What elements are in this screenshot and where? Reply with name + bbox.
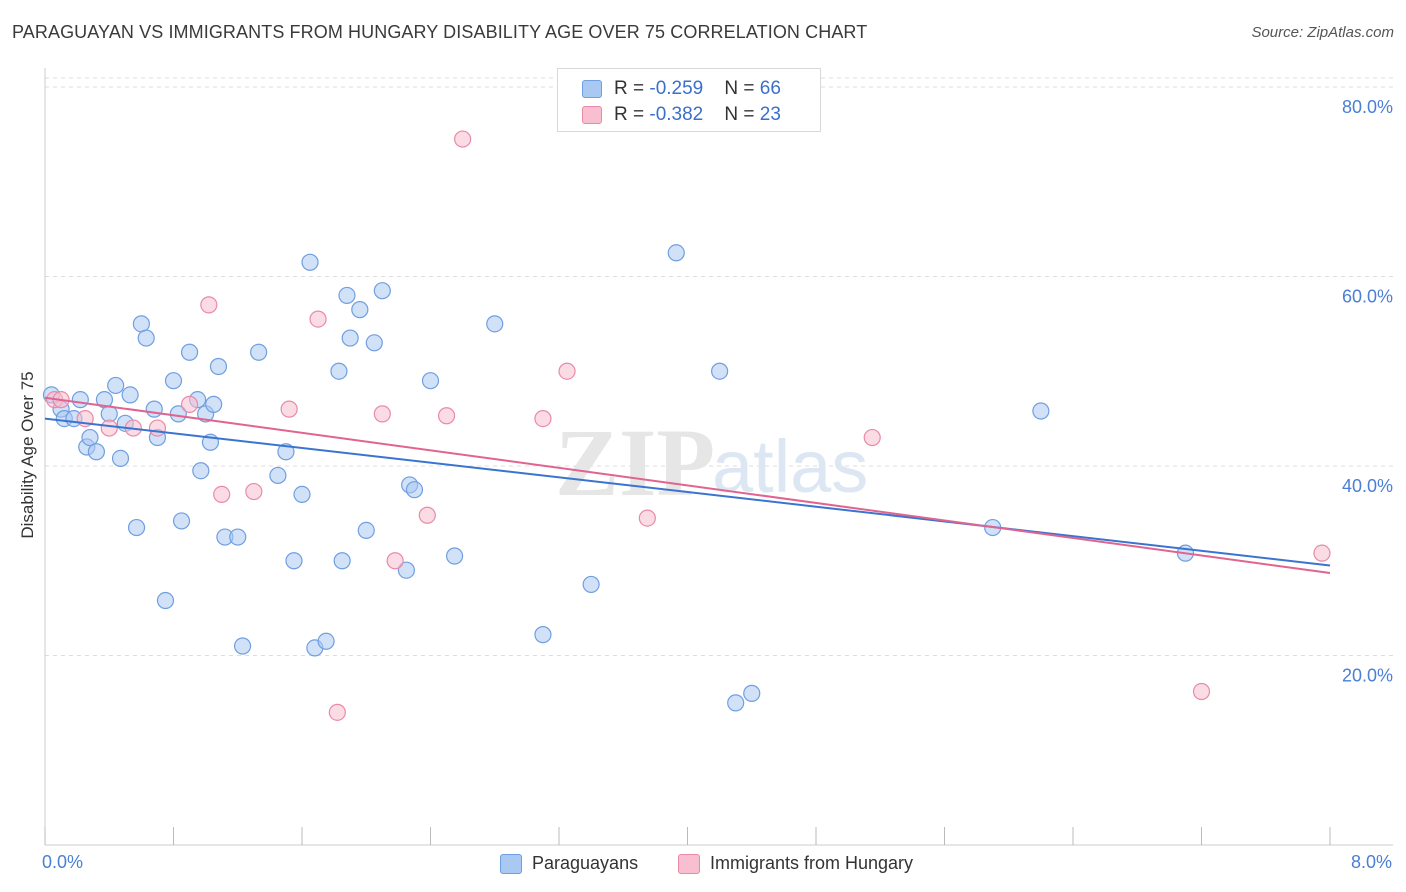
data-point: [1032, 402, 1050, 420]
data-point: [328, 703, 346, 721]
y-axis-label: Disability Age Over 75: [18, 371, 37, 539]
y-tick-label: 40.0%: [1342, 476, 1393, 496]
data-point: [280, 400, 298, 418]
stats-r-label: R =: [614, 104, 650, 125]
legend-swatch-immigrants-from-hungary: [678, 854, 700, 874]
data-point: [309, 310, 327, 328]
y-tick-labels: 20.0% 40.0% 60.0% 80.0%: [1342, 97, 1393, 686]
data-point: [727, 694, 745, 712]
data-point: [351, 301, 369, 319]
data-point: [711, 362, 729, 380]
data-point: [156, 591, 175, 610]
data-point: [164, 372, 183, 390]
watermark-atlas: atlas: [712, 425, 868, 508]
trend-line: [44, 396, 1331, 575]
stats-r-value: -0.382: [649, 104, 704, 125]
data-point: [386, 552, 404, 570]
watermark-zip: ZIP: [555, 409, 715, 516]
data-point: [445, 547, 464, 565]
data-point: [172, 512, 191, 530]
legend-label-immigrants-from-hungary: Immigrants from Hungary: [710, 853, 914, 873]
data-point: [558, 362, 576, 380]
data-point: [667, 244, 685, 262]
data-point: [418, 506, 436, 524]
data-point: [421, 372, 440, 390]
trend-line: [44, 417, 1331, 567]
data-point: [229, 528, 247, 546]
chart-title: PARAGUAYAN VS IMMIGRANTS FROM HUNGARY DI…: [12, 22, 868, 42]
data-point: [200, 296, 218, 314]
data-point: [863, 428, 881, 447]
legend-swatch-paraguayans: [500, 854, 522, 874]
y-tick-label: 80.0%: [1342, 97, 1393, 117]
data-point: [1192, 682, 1211, 701]
stats-n-label: N =: [724, 78, 760, 99]
axes: [44, 68, 1393, 846]
data-point: [145, 400, 163, 418]
data-point: [137, 329, 155, 347]
data-point: [582, 575, 600, 594]
stats-swatch-paraguayans: [582, 80, 602, 98]
data-point: [1313, 544, 1331, 562]
data-point: [71, 391, 89, 409]
data-point: [301, 253, 319, 271]
data-point: [285, 552, 303, 570]
stats-legend: R = -0.259 N = 66 R = -0.382 N = 23: [557, 68, 821, 132]
stats-n-label: N =: [724, 104, 760, 125]
y-tick-label: 20.0%: [1342, 665, 1393, 685]
data-point: [357, 521, 375, 540]
data-point: [341, 329, 359, 347]
y-tick-label: 60.0%: [1342, 286, 1393, 306]
data-point: [81, 428, 99, 447]
data-point: [87, 443, 106, 461]
data-point: [454, 130, 472, 148]
stats-r-value: -0.259: [649, 78, 704, 99]
stats-n-value: 66: [759, 78, 781, 99]
x-tick-max: 8.0%: [1350, 852, 1392, 872]
data-point: [127, 518, 146, 537]
data-point: [233, 637, 252, 655]
data-point: [100, 419, 118, 437]
legend-label-paraguayans: Paraguayans: [532, 853, 639, 873]
data-point: [486, 315, 504, 333]
data-point: [534, 409, 552, 428]
data-point: [277, 443, 295, 461]
data-point: [437, 407, 456, 425]
data-point: [293, 485, 311, 504]
data-point: [180, 343, 199, 361]
stats-n-value: 23: [759, 104, 781, 125]
data-point: [397, 561, 416, 579]
data-point: [111, 449, 130, 467]
stats-swatch-immigrants-from-hungary: [582, 106, 602, 124]
data-point: [209, 357, 228, 376]
data-point: [405, 481, 424, 499]
stats-r-label: R =: [614, 78, 650, 99]
data-point: [638, 509, 656, 527]
data-point: [330, 362, 348, 380]
data-point: [205, 395, 223, 413]
data-point: [269, 466, 287, 485]
chart-source: Source: ZipAtlas.com: [1251, 24, 1394, 41]
data-point: [317, 632, 335, 650]
data-point: [534, 626, 552, 644]
data-point: [148, 419, 167, 437]
data-point: [132, 315, 150, 333]
data-point: [180, 395, 199, 413]
data-point: [338, 286, 356, 305]
data-point: [107, 376, 125, 395]
data-point: [213, 485, 231, 504]
data-point: [250, 343, 268, 361]
data-point: [743, 684, 761, 702]
data-point: [373, 282, 391, 300]
data-point: [333, 552, 351, 570]
data-point: [373, 405, 391, 423]
data-point: [192, 462, 210, 480]
data-point: [121, 386, 139, 404]
data-point: [365, 334, 383, 352]
trend-lines: [44, 396, 1331, 575]
x-tick-min: 0.0%: [42, 852, 84, 872]
data-point: [245, 482, 263, 501]
